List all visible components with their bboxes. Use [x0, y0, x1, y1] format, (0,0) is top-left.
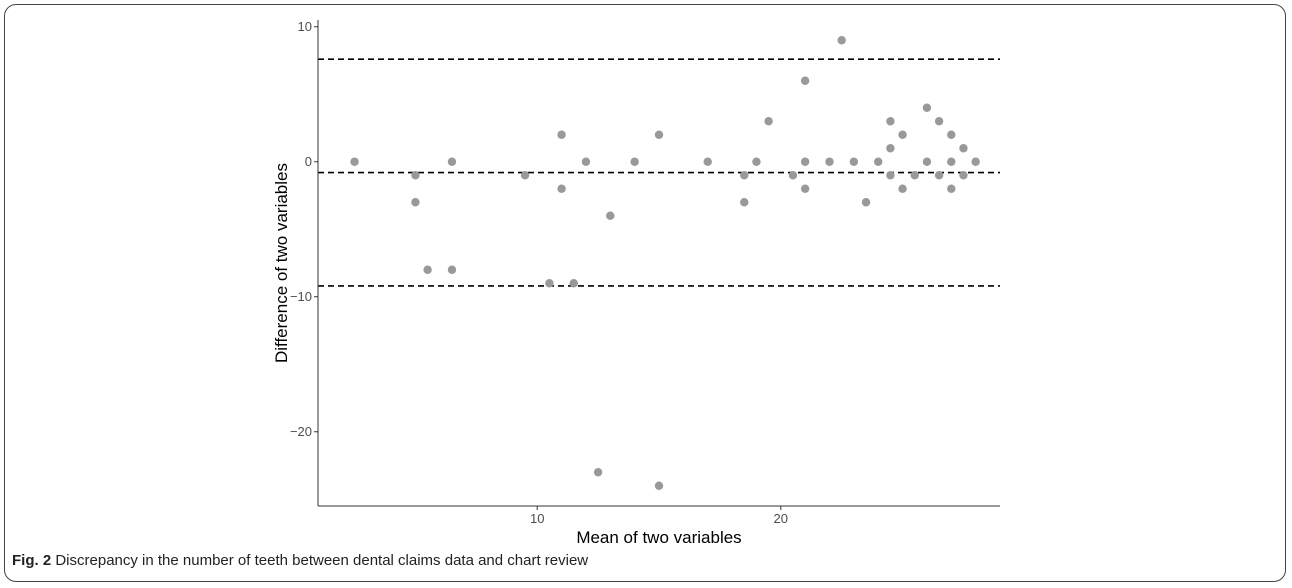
data-point	[569, 279, 578, 288]
data-point	[654, 130, 664, 139]
data-point	[557, 130, 566, 139]
data-point	[837, 36, 846, 45]
y-tick-label: 0	[305, 154, 312, 169]
data-point	[411, 171, 420, 180]
data-point	[606, 211, 615, 220]
data-point	[740, 171, 749, 180]
y-tick-label: 10	[298, 19, 312, 34]
data-point	[922, 157, 932, 166]
axes: −20 −10 0 10 10 20	[290, 19, 1000, 526]
data-point	[910, 171, 919, 180]
data-point	[447, 157, 457, 166]
data-point	[934, 117, 944, 126]
data-point	[800, 76, 810, 85]
data-point	[861, 198, 871, 207]
data-point	[898, 184, 907, 193]
data-point	[630, 157, 639, 166]
data-point	[740, 198, 749, 207]
data-point	[654, 481, 664, 490]
data-point	[934, 171, 944, 180]
data-point	[947, 130, 956, 139]
data-point	[947, 157, 956, 166]
data-point	[825, 157, 834, 166]
data-point	[423, 265, 432, 274]
data-point	[788, 171, 798, 180]
data-point	[545, 279, 554, 288]
data-point	[411, 198, 420, 207]
data-point	[898, 130, 907, 139]
data-point	[886, 117, 895, 126]
data-points	[350, 36, 980, 490]
data-point	[447, 265, 457, 274]
x-tick-label: 10	[530, 511, 544, 526]
data-point	[350, 157, 359, 166]
data-point	[922, 103, 932, 112]
data-point	[959, 171, 968, 180]
data-point	[886, 144, 895, 153]
y-tick-label: −10	[290, 289, 312, 304]
caption-label: Fig. 2	[12, 552, 52, 569]
data-point	[752, 157, 761, 166]
x-axis-title: Mean of two variables	[576, 528, 741, 547]
y-axis-title: Difference of two variables	[272, 163, 291, 363]
data-point	[959, 144, 968, 153]
data-point	[971, 157, 980, 166]
data-point	[764, 117, 773, 126]
figure-frame	[4, 4, 1286, 582]
data-point	[800, 184, 810, 193]
data-point	[703, 157, 712, 166]
data-point	[849, 157, 859, 166]
data-point	[886, 171, 895, 180]
data-point	[874, 157, 883, 166]
x-tick-label: 20	[774, 511, 788, 526]
reference-lines	[318, 58, 1000, 287]
data-point	[800, 157, 810, 166]
data-point	[581, 157, 591, 166]
data-point	[520, 171, 530, 180]
caption-text: Discrepancy in the number of teeth betwe…	[55, 552, 589, 569]
y-tick-label: −20	[290, 424, 312, 439]
data-point	[557, 184, 566, 193]
figure-caption: Fig. 2 Discrepancy in the number of teet…	[12, 552, 588, 569]
data-point	[593, 468, 603, 477]
data-point	[947, 184, 956, 193]
